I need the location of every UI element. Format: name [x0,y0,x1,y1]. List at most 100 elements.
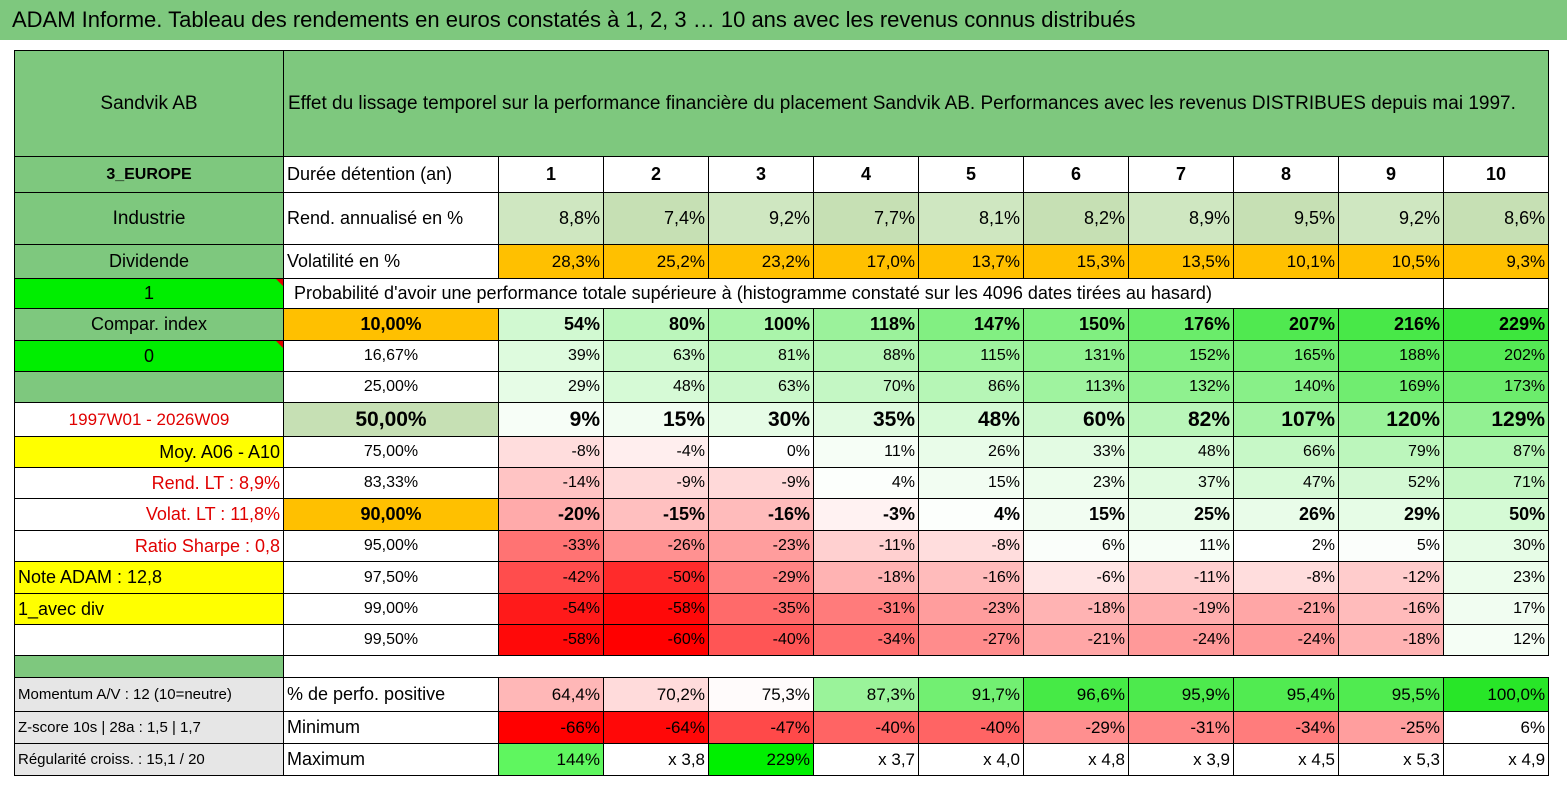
percentile-label: 95,00% [283,530,499,562]
performance-value: -16% [918,561,1024,594]
performance-value: 63% [708,371,814,403]
year-header: 4 [813,156,919,193]
years-row: 3_EUROPE Durée détention (an) 1 2 3 4 5 6 7 8 9 10 [14,156,1550,193]
performance-value: 188% [1338,340,1444,372]
side-info-cell: 0 [14,340,284,372]
percentile-label: 90,00% [283,498,499,531]
performance-value: -27% [918,624,1024,656]
summary-value: x 3,9 [1128,743,1234,776]
summary-value: x 3,7 [813,743,919,776]
summary-value: 6% [1442,711,1550,744]
performance-value: -42% [498,561,604,594]
performance-value: 70% [813,371,919,403]
side-info-cell: 1_avec div [14,593,284,625]
annual-return-value: 8,8% [498,192,604,245]
year-header: 2 [603,156,709,193]
spacer-cell [282,655,1549,678]
spacer-row [14,655,1549,678]
performance-value: 147% [918,308,1024,341]
distribution-row: Moy. A06 - A10 75,00% -8% -4% 0% 11% 26% 33% 48%… [14,436,1550,468]
performance-value: -23% [708,530,814,562]
summary-label: Maximum [283,743,499,776]
side-info-cell [14,371,284,403]
fund-name: Sandvik AB [14,50,284,157]
report-title: ADAM Informe. Tableau des rendements en … [0,0,1567,40]
volatility-value: 13,5% [1128,244,1234,279]
annual-return-value: 8,6% [1442,192,1550,245]
performance-value: -26% [603,530,709,562]
summary-value: -31% [1128,711,1234,744]
performance-value: -11% [1128,561,1234,594]
performance-value: -9% [603,467,709,499]
side-info-cell [14,624,284,656]
performance-value: 71% [1442,467,1550,499]
annual-return-value: 9,2% [1338,192,1444,245]
summary-value: 229% [708,743,814,776]
performance-value: 81% [708,340,814,372]
performance-value: 23% [1023,467,1129,499]
performance-value: -18% [1023,593,1129,625]
performance-value: 5% [1338,530,1444,562]
performance-value: 216% [1338,308,1444,341]
performance-value: -19% [1128,593,1234,625]
performance-value: 50% [1442,498,1550,531]
performance-value: -60% [603,624,709,656]
summary-value: -34% [1233,711,1339,744]
summary-row: Régularité croiss. : 15,1 / 20 Maximum 144… [14,743,1550,776]
summary-value: x 3,8 [603,743,709,776]
year-header: 9 [1338,156,1444,193]
performance-value: 60% [1023,402,1129,437]
performance-value: -20% [498,498,604,531]
performance-value: 30% [708,402,814,437]
percentile-label: 97,50% [283,561,499,594]
performance-value: 176% [1128,308,1234,341]
distribution-row: 99,50% -58% -60% -40% -34% -27% -21% -24% -24% -1… [14,624,1550,656]
percentile-label: 75,00% [283,436,499,468]
percentile-label: 25,00% [283,371,499,403]
performance-value: 23% [1442,561,1550,594]
distribution-row: 1997W01 - 2026W09 50,00% 9% 15% 30% 35% 48% 60%… [14,402,1550,437]
performance-value: 15% [1023,498,1129,531]
volatility-value: 9,3% [1442,244,1550,279]
performance-value: 80% [603,308,709,341]
performance-value: -21% [1023,624,1129,656]
performance-value: 207% [1233,308,1339,341]
performance-value: 26% [1233,498,1339,531]
volatility-value: 15,3% [1023,244,1129,279]
performance-value: 30% [1442,530,1550,562]
volatility-row: Dividende Volatilité en % 28,3% 25,2% 23,2% 1… [14,244,1550,279]
volatility-value: 25,2% [603,244,709,279]
performance-value: 33% [1023,436,1129,468]
annual-return-value: 8,2% [1023,192,1129,245]
performance-value: -23% [918,593,1024,625]
performance-value: 37% [1128,467,1234,499]
sector-label: Industrie [14,192,284,245]
distribution-row: Rend. LT : 8,9% 83,33% -14% -9% -9% 4% 15% 23% 3… [14,467,1550,499]
volatility-value: 10,5% [1338,244,1444,279]
performance-value: 47% [1233,467,1339,499]
performance-value: 12% [1442,624,1550,656]
performance-value: -11% [813,530,919,562]
summary-value: -29% [1023,711,1129,744]
performance-value: -15% [603,498,709,531]
performance-value: 29% [1338,498,1444,531]
summary-label: Minimum [283,711,499,744]
performance-value: 107% [1233,402,1339,437]
performance-value: 4% [813,467,919,499]
summary-value: -40% [813,711,919,744]
holding-duration-label: Durée détention (an) [283,156,499,193]
summary-value: 64,4% [498,677,604,712]
indicator-label: Z-score 10s | 28a : 1,5 | 1,7 [14,711,284,744]
performance-value: 26% [918,436,1024,468]
summary-value: 87,3% [813,677,919,712]
volatility-value: 28,3% [498,244,604,279]
percentile-label: 99,50% [283,624,499,656]
year-header: 7 [1128,156,1234,193]
performance-value: 88% [813,340,919,372]
performance-value: 15% [918,467,1024,499]
volatility-value: 10,1% [1233,244,1339,279]
performance-value: 165% [1233,340,1339,372]
performance-value: -16% [708,498,814,531]
year-header: 8 [1233,156,1339,193]
side-info-cell: Moy. A06 - A10 [14,436,284,468]
